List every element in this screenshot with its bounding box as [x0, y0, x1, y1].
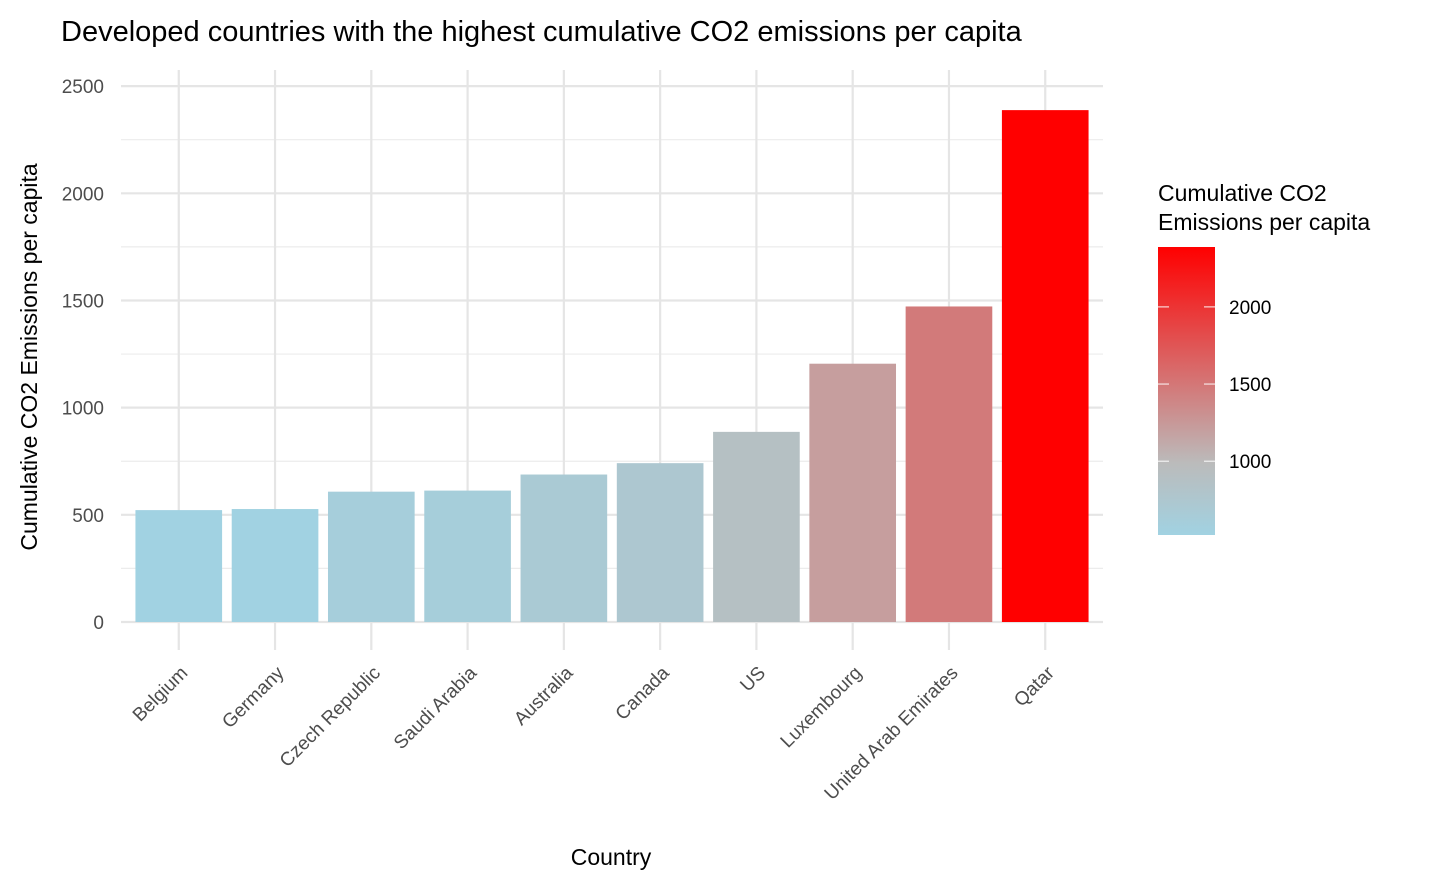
x-tick-label: Canada [612, 662, 674, 724]
y-tick-label: 1500 [62, 291, 104, 312]
legend-tick-label: 1500 [1229, 375, 1271, 396]
x-tick-label: Czech Republic [276, 663, 385, 772]
bars [135, 110, 1089, 622]
bar [135, 510, 223, 622]
legend-tick-label: 1000 [1229, 452, 1271, 473]
legend-ticks: 1000 1500 2000 [1158, 298, 1271, 473]
legend-color-bar [1158, 247, 1215, 535]
x-tick-label: Saudi Arabia [390, 662, 481, 753]
bar [231, 509, 319, 622]
bar [905, 306, 993, 622]
legend-title-line-1: Cumulative CO2 [1158, 180, 1327, 206]
x-tick-label: Belgium [129, 663, 192, 726]
y-axis-ticks: 0 500 1000 1500 2000 2500 [62, 77, 104, 634]
x-tick-label: Australia [510, 662, 577, 729]
legend-tick-label: 2000 [1229, 298, 1271, 319]
bar [424, 490, 511, 622]
color-legend: Cumulative CO2 Emissions per capita 1000… [1158, 180, 1370, 535]
bar [809, 363, 897, 622]
x-tick-label: US [736, 663, 770, 697]
y-tick-label: 0 [93, 613, 104, 634]
x-tick-label: Germany [218, 662, 288, 732]
y-tick-label: 2000 [62, 184, 104, 205]
x-tick-label: Luxembourg [777, 663, 867, 753]
bar [520, 474, 608, 622]
x-axis-title: Country [571, 844, 652, 870]
legend-title-line-2: Emissions per capita [1158, 209, 1370, 235]
y-tick-label: 1000 [62, 399, 104, 420]
bar [616, 463, 704, 622]
y-tick-label: 2500 [62, 77, 104, 98]
chart-title: Developed countries with the highest cum… [61, 16, 1023, 48]
bar [713, 431, 800, 622]
y-axis-title: Cumulative CO2 Emissions per capita [16, 163, 42, 551]
bar [327, 491, 415, 622]
y-tick-label: 500 [72, 506, 104, 527]
x-tick-label: Qatar [1010, 662, 1059, 711]
bar [1001, 110, 1089, 622]
